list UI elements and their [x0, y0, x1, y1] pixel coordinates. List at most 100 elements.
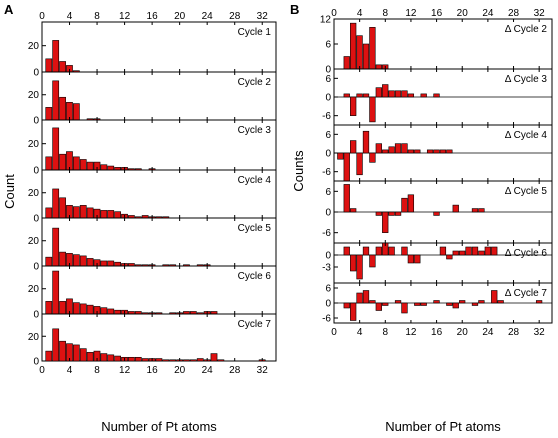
panel-b-subplot-4-bar-22	[471, 208, 479, 213]
panel-b-subplot-1-label: Δ Cycle 2	[505, 24, 548, 35]
panel-a-subplot-3-bar-3	[59, 153, 66, 171]
panel-a-subplot-5-bar-10	[107, 260, 115, 267]
panel-b-subplot-6-bar-22	[471, 302, 479, 306]
panel-a-subplot-3-bar-2	[52, 127, 60, 171]
panel-b-subplot-3-bar-4	[356, 152, 363, 176]
panel-b-top-xtick-label-28: 28	[508, 8, 520, 19]
panel-a-subplot-7-bar-22	[189, 359, 197, 362]
panel-b-subplot-1-bar-5	[362, 43, 370, 70]
panel-b-letter: B	[290, 2, 299, 17]
panel-b-subplot-2-bar-6	[369, 96, 376, 123]
panel-b-subplot-4-ytick-label-6: 6	[325, 187, 331, 198]
panel-b-subplot-3-bar-9	[388, 146, 395, 154]
panel-a-subplot-4-bar-9	[100, 210, 108, 219]
panel-a-subplot-7-ytick-label-0: 0	[33, 357, 39, 368]
panel-a-subplot-5-bar-9	[100, 260, 108, 267]
panel-a-bottom-xtick-label-0: 0	[39, 365, 45, 376]
panel-a-subplot-1-ytick-label-20: 20	[28, 41, 40, 52]
panel-b-top-xtick-label-20: 20	[457, 8, 469, 19]
panel-a-subplot-7-bar-23	[196, 358, 204, 362]
panel-b-subplot-2-bar-4	[356, 93, 363, 98]
panel-a-subplot-4-bar-7	[86, 207, 94, 219]
panel-b-bottom-xtick-label-20: 20	[457, 327, 469, 338]
panel-a-subplot-7-label: Cycle 7	[238, 319, 272, 330]
panel-a-subplot-4-ytick-label-20: 20	[28, 188, 40, 199]
panel-b-subplot-4-bar-16	[433, 211, 440, 216]
panel-a-subplot-7-bar-26	[217, 359, 225, 362]
panel-a-bottom-xtick-label-12: 12	[119, 365, 131, 376]
panel-a-subplot-4-bar-6	[79, 205, 87, 219]
panel-a-subplot-7-bar-7	[86, 352, 94, 362]
panel-a-subplot-7-ytick-label-20: 20	[28, 332, 40, 343]
panel-b-subplot-2-bar-3	[350, 96, 357, 116]
panel-b-subplot-3-label: Δ Cycle 4	[505, 130, 548, 141]
panel-a-subplot-5-bar-11	[114, 261, 121, 267]
panel-b-top-xtick-label-8: 8	[383, 8, 389, 19]
panel-b-subplot-5-bar-18	[446, 254, 453, 260]
panel-a-subplot-5-bar-1	[45, 256, 53, 267]
panel-a-top-xtick-label-16: 16	[147, 11, 159, 22]
panel-b-subplot-5-bar-12	[407, 254, 415, 264]
panel-a-subplot-6-ytick-label-0: 0	[33, 310, 39, 321]
panel-a-top-xtick-label-8: 8	[94, 11, 100, 22]
panel-a-subplot-7-bar-18	[162, 359, 170, 362]
panel-b-top-xtick-label-16: 16	[431, 8, 443, 19]
panel-a-subplot-1-bar-1	[45, 58, 53, 73]
panel-b-subplot-3-bar-15	[426, 149, 434, 154]
panel-b-subplot-6-bar-4	[356, 292, 363, 304]
panel-b-subplot-5-bar-4	[356, 254, 363, 280]
panel-b-subplot-3-bar-8	[382, 149, 389, 154]
panel-b-subplot-6-bar-3	[350, 302, 357, 321]
panel-a-subplot-5-bar-2	[52, 227, 60, 267]
panel-b-subplot-1-bar-6	[369, 27, 376, 70]
panel-a-subplot-7-bar-19	[169, 359, 177, 362]
panel-a-subplot-6-bar-10	[107, 308, 115, 315]
panel-a-subplot-7-bar-17	[155, 358, 163, 362]
panel-a-subplot-2-bar-1	[45, 107, 53, 121]
panel-b-subplot-5-bar-21	[465, 246, 472, 256]
panel-b-bottom-xtick-label-16: 16	[431, 327, 443, 338]
panel-b-subplot-2-bar-10	[394, 90, 402, 98]
panel-b-subplot-2-label: Δ Cycle 3	[505, 74, 548, 85]
panel-a-bottom-xtick-label-32: 32	[257, 365, 269, 376]
panel-b-subplot-6-bar-11	[401, 302, 408, 314]
panel-a-bottom-xtick-label-16: 16	[147, 365, 159, 376]
panel-b-subplot-3-bar-10	[394, 143, 402, 154]
panel-a-letter: A	[4, 2, 14, 17]
panel-b-subplot-6-ytick-label--6: -6	[322, 314, 331, 325]
panel-a-bottom-xtick-label-20: 20	[174, 365, 186, 376]
panel-a-x-axis-label: Number of Pt atoms	[101, 419, 217, 434]
panel-b-top-xtick-label-12: 12	[405, 8, 417, 19]
panel-b-subplot-3-bar-16	[433, 149, 440, 154]
panel-b-subplot-1-bar-3	[350, 22, 357, 70]
panel-b-subplot-4-bar-19	[452, 204, 459, 213]
panel-a-subplot-1-ytick-label-0: 0	[33, 68, 39, 79]
panel-b-bottom-xtick-label-12: 12	[405, 327, 417, 338]
panel-b-subplot-5-bar-20	[459, 250, 466, 256]
panel-b-subplot-3-bar-5	[362, 130, 370, 154]
panel-a-subplot-4-label: Cycle 4	[238, 175, 272, 186]
panel-a-subplot-6-bar-3	[59, 301, 66, 315]
panel-b-top-xtick-label-4: 4	[357, 8, 363, 19]
panel-b-subplot-6-bar-23	[478, 300, 485, 304]
panel-a-subplot-7-bar-11	[114, 355, 121, 362]
panel-a-subplot-4-bar-10	[107, 210, 115, 219]
panel-a-subplot-6-bar-2	[52, 270, 60, 315]
panel-b-bottom-xtick-label-24: 24	[482, 327, 494, 338]
panel-a-y-axis-label: Count	[2, 174, 17, 209]
panel-b-subplot-2-ytick-label-0: 0	[325, 93, 331, 104]
panel-a-subplot-3-bar-6	[79, 159, 87, 171]
panel-b-subplot-6-bar-6	[369, 300, 376, 304]
panel-b-subplot-5-bar-7	[375, 246, 382, 256]
panel-a-subplot-3-ytick-label-20: 20	[28, 139, 40, 150]
panel-b-subplot-2-bar-7	[375, 87, 382, 98]
panel-b-top-xtick-label-32: 32	[534, 8, 546, 19]
panel-b-subplot-6-bar-19	[452, 302, 459, 309]
panel-a-subplot-7-bar-9	[100, 353, 108, 362]
panel-b-subplot-4-bar-8	[382, 211, 389, 233]
panel-b-subplot-1-bar-7	[375, 64, 382, 70]
panel-a-top-xtick-label-28: 28	[229, 11, 241, 22]
panel-a-subplot-4-bar-5	[72, 206, 80, 219]
panel-b-subplot-1-bar-4	[356, 35, 363, 70]
panel-a-subplot-6-bar-7	[86, 304, 94, 315]
